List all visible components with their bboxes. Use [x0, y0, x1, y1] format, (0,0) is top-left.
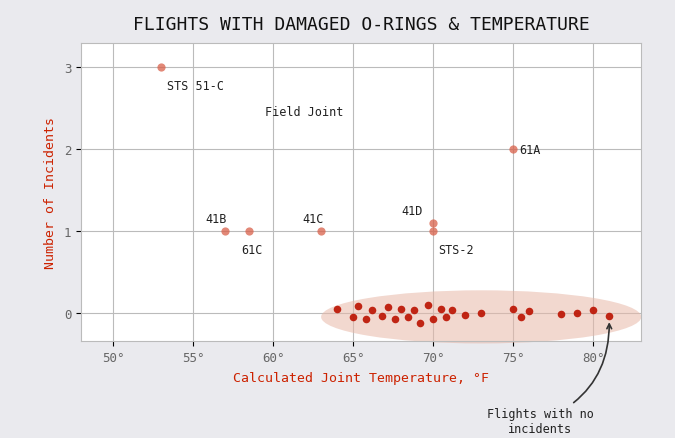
- Point: [383, 304, 394, 311]
- Point: [588, 306, 599, 313]
- Point: [156, 65, 167, 72]
- Point: [428, 228, 439, 235]
- Title: FLIGHTS WITH DAMAGED O-RINGS & TEMPERATURE: FLIGHTS WITH DAMAGED O-RINGS & TEMPERATU…: [133, 16, 589, 34]
- Text: 41D: 41D: [401, 205, 423, 218]
- Text: STS 51-C: STS 51-C: [167, 80, 225, 93]
- Point: [402, 314, 413, 321]
- Point: [476, 310, 487, 317]
- Text: Field Joint: Field Joint: [265, 106, 344, 119]
- X-axis label: Calculated Joint Temperature, °F: Calculated Joint Temperature, °F: [233, 371, 489, 384]
- Point: [556, 311, 566, 318]
- Ellipse shape: [321, 291, 641, 344]
- Point: [367, 306, 378, 313]
- Point: [604, 313, 615, 320]
- Point: [377, 313, 387, 320]
- Y-axis label: Number of Incidents: Number of Incidents: [44, 117, 57, 268]
- Point: [360, 316, 371, 323]
- Point: [331, 305, 342, 312]
- Point: [348, 314, 358, 321]
- Point: [352, 303, 363, 310]
- Point: [316, 228, 327, 235]
- Point: [508, 146, 518, 153]
- Point: [441, 314, 452, 321]
- Point: [389, 315, 400, 322]
- Text: 61C: 61C: [241, 243, 263, 256]
- Text: 41C: 41C: [302, 213, 323, 226]
- Point: [460, 312, 470, 319]
- Text: Flights with no
incidents: Flights with no incidents: [487, 324, 612, 435]
- Point: [524, 308, 535, 315]
- Text: 41B: 41B: [206, 213, 227, 226]
- Point: [408, 307, 419, 314]
- Point: [516, 314, 526, 321]
- Point: [436, 305, 447, 312]
- Text: 61A: 61A: [520, 143, 541, 156]
- Text: STS-2: STS-2: [438, 243, 474, 256]
- Point: [219, 228, 230, 235]
- Point: [244, 228, 254, 235]
- Point: [396, 305, 406, 312]
- Point: [428, 316, 439, 323]
- Point: [415, 319, 426, 326]
- Point: [447, 307, 458, 314]
- Point: [572, 310, 583, 317]
- Point: [508, 305, 518, 312]
- Point: [423, 301, 434, 308]
- Point: [428, 220, 439, 227]
